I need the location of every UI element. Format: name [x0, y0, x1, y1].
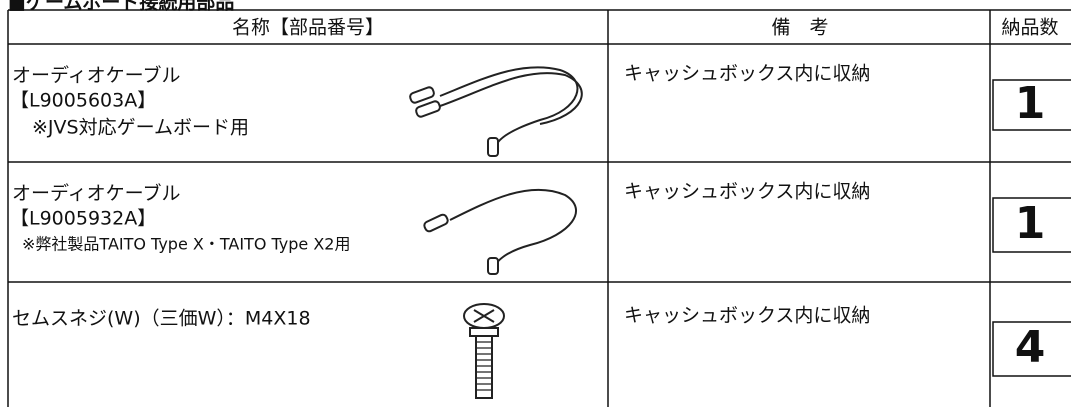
table-grid — [7, 9, 1071, 407]
qty-box — [992, 79, 1071, 131]
qty-box — [992, 321, 1071, 377]
screw-illustration — [463, 303, 505, 399]
part-number: 【L9005603A】 — [10, 90, 156, 112]
header: 名称【部品番号】 — [232, 17, 384, 39]
remarks: キャッシュボックス内に収納 — [624, 63, 870, 85]
cable-illustration — [423, 188, 577, 275]
item-note: ※弊社製品TAITO Type X・TAITO Type X2用 — [22, 235, 350, 254]
qty-box — [992, 197, 1071, 253]
part-number: 【L9005932A】 — [10, 208, 156, 230]
quantity: 1 — [1015, 198, 1046, 249]
remarks: キャッシュボックス内に収納 — [624, 181, 870, 203]
remarks: キャッシュボックス内に収納 — [624, 305, 870, 327]
header: 備 考 — [771, 17, 828, 39]
item-note: ※JVS対応ゲームボード用 — [32, 117, 249, 139]
cable-illustration — [409, 66, 583, 157]
header: 納品数 — [1001, 17, 1058, 39]
item-name: オーディオケーブル — [12, 64, 181, 87]
quantity: 1 — [1015, 78, 1046, 129]
quantity: 4 — [1015, 322, 1046, 373]
item-name: オーディオケーブル — [12, 182, 181, 205]
item-name: セムスネジ(W)（三価W）：M4X18 — [12, 308, 311, 330]
section-title: ■ゲームボード接続用部品 — [8, 0, 234, 14]
